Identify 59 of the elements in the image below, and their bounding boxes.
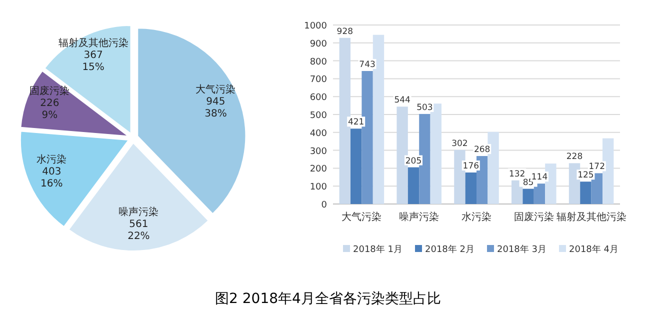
data-label: 743	[359, 60, 376, 70]
x-tick-label: 噪声污染	[399, 211, 440, 223]
y-tick-label: 200	[310, 164, 328, 175]
bar	[350, 128, 362, 204]
legend-label: 2018年 2月	[425, 244, 474, 255]
data-label: 114	[531, 172, 548, 183]
data-label: 268	[474, 145, 490, 156]
bar	[512, 180, 523, 204]
data-label: 172	[588, 162, 606, 172]
y-tick-label: 900	[310, 39, 328, 50]
data-label: 928	[336, 26, 354, 37]
caption: 图2 2018年4月全省各污染类型占比	[215, 291, 441, 307]
x-tick-label: 辐射及其他污染	[556, 211, 626, 223]
slice-label: 水污染	[36, 154, 67, 166]
y-tick-label: 600	[310, 93, 328, 104]
y-tick-label: 700	[310, 75, 328, 86]
bar	[408, 167, 420, 204]
bar	[591, 173, 602, 204]
slice-label: 大气污染	[196, 84, 236, 96]
data-label: 302	[452, 138, 468, 149]
slice-label: 固废污染	[30, 85, 70, 98]
data-label: 367 15%	[82, 50, 104, 74]
x-tick-label: 水污染	[462, 211, 492, 223]
data-label: 945 38%	[204, 96, 227, 120]
legend-label: 2018年 4月	[569, 244, 618, 255]
x-tick-label: 固废污染	[514, 211, 554, 223]
bar	[465, 172, 476, 204]
y-tick-label: 500	[310, 111, 328, 121]
bar	[476, 156, 488, 204]
bar	[534, 184, 546, 204]
y-tick-label: 400	[310, 128, 328, 139]
x-tick-label: 大气污染	[342, 211, 382, 223]
data-label: 561 22%	[128, 219, 150, 242]
bar	[454, 150, 466, 204]
bar	[580, 182, 592, 204]
data-label: 503	[416, 102, 433, 113]
legend-label: 2018年 1月	[353, 244, 402, 255]
data-label: 132	[508, 169, 526, 180]
bar	[396, 106, 408, 204]
data-label: 226 9%	[40, 98, 60, 122]
data-label: 228	[566, 152, 583, 162]
bar	[522, 188, 534, 204]
y-tick-label: 0	[321, 200, 328, 210]
y-tick-label: 800	[310, 57, 328, 68]
data-label: 205	[405, 156, 422, 166]
legend-label: 2018年 3月	[497, 244, 546, 255]
y-tick-label: 300	[310, 146, 328, 157]
data-label: 125	[578, 170, 594, 181]
data-label: 421	[348, 118, 364, 128]
y-tick-label: 1000	[304, 22, 328, 32]
data-label: 176	[462, 161, 480, 172]
bar	[419, 114, 430, 204]
data-label: 544	[394, 96, 410, 106]
bar	[488, 132, 499, 204]
slice-label: 辐射及其他污染	[58, 37, 128, 50]
bar	[568, 163, 580, 204]
data-label: 403 16%	[40, 166, 63, 190]
y-tick-label: 100	[310, 182, 328, 193]
bar	[362, 71, 373, 204]
